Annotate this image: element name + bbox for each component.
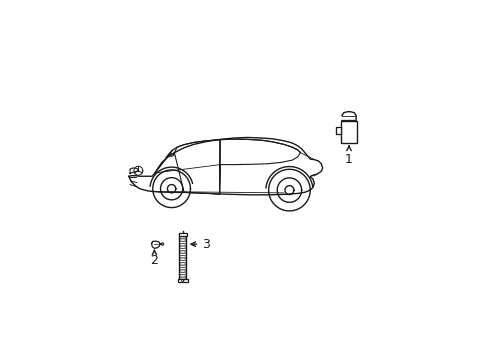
Text: 1: 1 [345,153,352,166]
Bar [341,121,356,143]
Text: 2: 2 [150,255,158,267]
Text: 3: 3 [202,238,210,251]
Bar [179,236,186,279]
Bar [178,279,187,282]
Bar [178,233,186,236]
Bar [336,127,341,134]
